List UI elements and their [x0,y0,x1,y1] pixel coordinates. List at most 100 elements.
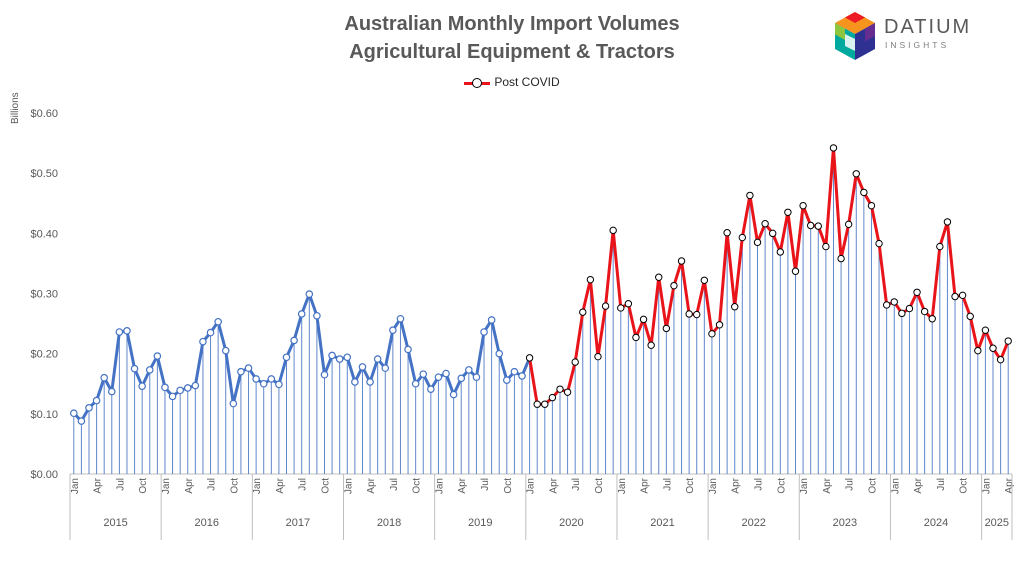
month-tick-label: Jan [708,478,719,494]
data-point-post-covid [996,355,1005,364]
data-point-pre-covid [419,370,428,378]
data-point-post-covid [829,144,838,152]
data-point-pre-covid [457,374,466,383]
data-point-post-covid [943,218,952,226]
year-label: 2016 [194,517,218,529]
data-point-pre-covid [449,390,458,399]
month-tick-label: Apr [731,477,742,493]
data-point-pre-covid [503,376,511,384]
logo-brand: DATIUM [884,16,972,38]
data-point-post-covid [738,233,747,242]
data-point-pre-covid [191,381,200,390]
month-tick-label: Oct [503,478,514,494]
month-tick-label: Apr [913,477,924,493]
data-point-pre-covid [69,409,78,418]
data-point-post-covid [693,310,701,319]
data-point-post-covid [1004,337,1012,345]
data-point-post-covid [890,298,898,306]
month-tick-label: Jan [343,478,354,494]
data-point-post-covid [731,303,739,311]
data-point-pre-covid [275,380,283,389]
data-point-post-covid [844,220,853,229]
data-point-pre-covid [221,346,230,355]
y-tick-label: $0.50 [30,168,58,180]
data-point-post-covid [814,222,822,230]
month-tick-label: Jul [662,478,673,491]
chart-title-line2: Agricultural Equipment & Tractors [349,41,675,63]
data-point-post-covid [799,201,807,210]
month-tick-label: Oct [412,478,423,494]
month-tick-label: Jan [70,478,81,494]
month-tick-label: Oct [867,478,878,494]
data-point-pre-covid [495,349,504,358]
data-point-post-covid [624,300,633,308]
data-point-post-covid [928,315,936,323]
data-point-pre-covid [411,379,420,388]
data-point-post-covid [769,229,777,238]
y-tick-label: $0.00 [30,469,58,481]
month-tick-label: Jan [434,478,445,494]
year-label: 2022 [741,517,765,529]
year-label: 2015 [103,517,127,529]
chart-legend: Post COVID [0,75,1024,89]
data-point-post-covid [541,400,549,408]
data-point-pre-covid [389,326,397,335]
month-tick-label: Oct [594,478,605,494]
month-tick-label: Apr [457,477,468,493]
data-point-pre-covid [351,378,359,386]
data-point-post-covid [791,267,800,275]
data-point-post-covid [951,292,959,301]
month-tick-label: Apr [93,477,104,493]
data-point-post-covid [715,321,724,329]
data-point-post-covid [920,307,929,316]
data-point-pre-covid [335,355,344,363]
data-point-post-covid [966,312,974,321]
data-point-post-covid [867,201,876,210]
data-point-pre-covid [259,379,268,388]
data-point-post-covid [655,273,663,281]
month-tick-label: Jan [799,478,810,494]
data-point-post-covid [632,333,640,342]
logo-sub: INSIGHTS [885,40,950,50]
year-label: 2025 [985,517,1009,529]
y-tick-label: $0.30 [30,289,58,301]
data-point-pre-covid [518,372,526,380]
data-point-post-covid [905,304,914,313]
month-tick-label: Oct [229,478,240,494]
data-point-pre-covid [465,366,473,374]
month-tick-label: Oct [320,478,331,494]
data-point-pre-covid [305,290,314,298]
data-point-post-covid [981,326,990,334]
data-point-pre-covid [237,367,245,376]
data-point-post-covid [586,275,595,284]
data-point-pre-covid [442,369,450,378]
data-point-post-covid [776,248,784,256]
data-point-pre-covid [161,383,169,392]
data-point-pre-covid [282,353,291,362]
data-point-post-covid [761,220,769,228]
data-point-pre-covid [168,392,177,401]
data-point-post-covid [936,242,944,251]
month-tick-label: Jul [115,478,126,491]
data-point-pre-covid [100,373,108,382]
year-label: 2019 [468,517,492,529]
month-tick-label: Apr [275,477,286,493]
data-point-pre-covid [214,317,222,326]
data-point-pre-covid [229,399,238,408]
data-point-pre-covid [153,352,162,360]
month-tick-label: Oct [959,478,970,494]
year-label: 2018 [377,517,401,529]
data-point-post-covid [723,229,731,237]
data-point-post-covid [913,288,921,296]
month-tick-label: Jul [936,478,947,491]
month-tick-label: Apr [640,477,651,493]
data-point-pre-covid [358,363,367,371]
data-point-pre-covid [244,364,253,372]
data-point-post-covid [647,341,655,349]
data-point-pre-covid [115,328,124,336]
month-tick-label: Jul [298,478,309,491]
data-point-pre-covid [252,375,260,383]
y-tick-label: $0.40 [30,228,58,240]
data-point-post-covid [548,393,557,402]
